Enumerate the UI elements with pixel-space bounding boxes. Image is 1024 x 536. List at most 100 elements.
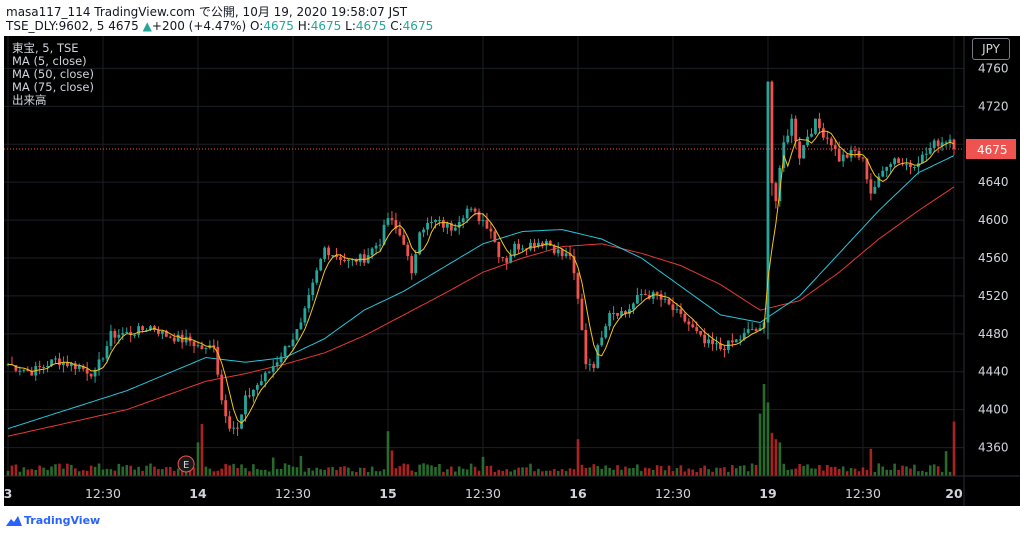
- volume-bar: [58, 463, 61, 476]
- volume-bar: [157, 469, 160, 476]
- volume-bar: [453, 471, 457, 476]
- volume-bar: [857, 471, 861, 476]
- volume-bar: [580, 464, 584, 476]
- volume-bar: [426, 464, 429, 476]
- candle-body: [794, 118, 798, 142]
- volume-bar: [837, 468, 841, 476]
- volume-bar: [97, 463, 101, 476]
- volume-bar: [196, 442, 200, 476]
- volume-bar: [588, 467, 592, 476]
- volume-bar: [703, 465, 706, 476]
- volume-bar: [299, 456, 303, 476]
- candle-body: [560, 249, 564, 257]
- candle-body: [924, 153, 928, 155]
- candle-body: [825, 137, 829, 139]
- candle-body: [920, 154, 924, 164]
- volume-bar: [355, 471, 358, 476]
- price-change: +200 (+4.47%): [151, 19, 247, 33]
- candle-body: [556, 249, 560, 254]
- volume-bar: [176, 468, 180, 476]
- chart-area[interactable]: 4360440044404480452045604600464046804720…: [4, 36, 1020, 506]
- volume-bar: [406, 464, 410, 476]
- candle-body: [220, 374, 224, 401]
- volume-bar: [541, 471, 544, 476]
- candle-body: [295, 329, 299, 340]
- volume-bar: [727, 471, 730, 476]
- volume-bar: [647, 468, 651, 476]
- volume-bar: [687, 468, 691, 476]
- symbol-quote-line: TSE_DLY:9602, 5 4675 ▲+200 (+4.47%) O:46…: [6, 19, 433, 33]
- volume-bar: [481, 456, 485, 476]
- candle-body: [362, 254, 366, 263]
- volume-bar: [893, 463, 896, 476]
- candle-body: [38, 366, 42, 368]
- candle-body: [121, 332, 125, 335]
- candle-body: [885, 167, 889, 171]
- candle-body: [485, 220, 489, 229]
- volume-bar: [73, 468, 77, 476]
- volume-bar: [873, 471, 877, 476]
- x-tick-label: 3: [4, 486, 12, 501]
- candle-body: [77, 366, 81, 369]
- candle-body: [323, 247, 327, 259]
- candle-body: [596, 345, 600, 368]
- candle-body: [818, 118, 821, 129]
- price-chart[interactable]: 4360440044404480452045604600464046804720…: [4, 36, 1020, 506]
- x-tick-label: 20: [945, 486, 963, 501]
- candle-body: [291, 339, 295, 347]
- volume-bar: [742, 465, 746, 476]
- candle-body: [723, 348, 726, 350]
- volume-bar: [489, 465, 493, 476]
- volume-bar: [691, 469, 695, 476]
- legend-symbol: 東宝, 5, TSE: [12, 41, 79, 55]
- candle-body: [196, 345, 200, 347]
- candle-body: [200, 345, 204, 349]
- candle-body: [184, 336, 188, 343]
- volume-bar: [552, 469, 556, 476]
- volume-bar: [283, 463, 287, 476]
- candle-body: [382, 224, 386, 245]
- volume-bar: [636, 464, 639, 476]
- volume-bar: [624, 466, 627, 476]
- volume-bar: [604, 465, 607, 476]
- candle-body: [659, 294, 663, 300]
- volume-bar: [671, 471, 675, 476]
- candle-body: [833, 145, 837, 149]
- candle-body: [770, 81, 774, 184]
- volume-bar: [596, 466, 600, 476]
- candle-body: [394, 220, 398, 229]
- candle-body: [782, 142, 786, 168]
- candle-body: [750, 329, 754, 331]
- candle-body: [426, 222, 429, 230]
- candle-body: [576, 273, 580, 299]
- volume-bar: [509, 471, 512, 476]
- candle-body: [829, 138, 833, 146]
- y-tick-label: 4760: [978, 61, 1009, 75]
- volume-bar: [465, 469, 469, 476]
- volume-bar: [600, 468, 604, 476]
- candle-body: [465, 208, 469, 219]
- volume-bar: [378, 471, 382, 476]
- candle-body: [129, 331, 133, 335]
- candle-body: [50, 359, 53, 367]
- currency-button[interactable]: JPY: [972, 38, 1010, 60]
- candle-body: [422, 229, 426, 233]
- volume-bar: [545, 470, 548, 476]
- candle-body: [517, 243, 521, 250]
- candle-body: [671, 304, 675, 311]
- y-tick-label: 4440: [978, 365, 1009, 379]
- candle-body: [414, 254, 418, 274]
- volume-bar: [881, 466, 885, 476]
- volume-bar: [695, 471, 699, 476]
- volume-bar: [909, 468, 912, 476]
- candle-body: [105, 346, 109, 359]
- volume-bar: [224, 463, 227, 476]
- candle-body: [149, 326, 152, 331]
- candle-body: [572, 256, 576, 274]
- candle-body: [73, 363, 77, 369]
- volume-bar: [168, 467, 172, 476]
- volume-bar: [327, 467, 330, 476]
- volume-bar: [861, 467, 865, 476]
- candle-body: [655, 292, 659, 295]
- volume-bar: [295, 467, 299, 476]
